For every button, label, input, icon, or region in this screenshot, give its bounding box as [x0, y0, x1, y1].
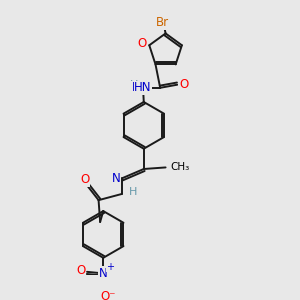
Text: HN: HN [132, 81, 149, 94]
Text: O: O [138, 37, 147, 50]
Text: Br: Br [156, 16, 169, 29]
Text: H: H [130, 80, 138, 90]
Text: O: O [76, 264, 86, 277]
Text: O: O [179, 78, 188, 91]
Text: CH₃: CH₃ [170, 162, 190, 172]
Text: H: H [129, 188, 137, 197]
Text: O: O [80, 173, 89, 186]
Text: N: N [112, 172, 121, 185]
Text: +: + [106, 262, 114, 272]
Text: N: N [134, 81, 143, 94]
Text: HN: HN [134, 81, 152, 94]
Text: N: N [99, 267, 108, 280]
Text: O⁻: O⁻ [100, 290, 116, 300]
